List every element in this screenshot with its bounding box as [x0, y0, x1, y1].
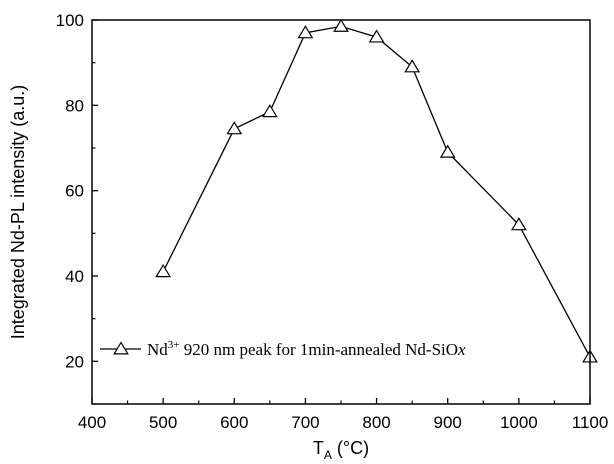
data-point-marker [510, 217, 527, 231]
plot-frame [91, 19, 591, 405]
legend-label: Nd3+ 920 nm peak for 1min-annealed Nd-Si… [147, 339, 466, 359]
data-point-marker [333, 18, 349, 32]
legend-label-superscript: 3+ [168, 339, 180, 351]
x-tick-label: 700 [291, 413, 319, 432]
data-point-marker [404, 59, 421, 73]
x-axis-label: TA (°C) [313, 438, 369, 462]
y-tick-label: 60 [65, 182, 84, 201]
x-tick-label: 900 [434, 413, 462, 432]
legend-marker [113, 341, 129, 355]
data-point-marker [226, 121, 243, 135]
x-tick-label: 600 [220, 413, 248, 432]
legend-label-prefix: Nd [147, 340, 168, 359]
x-tick-label: 1000 [500, 413, 538, 432]
series-line [162, 25, 591, 358]
data-point-marker [368, 29, 385, 43]
legend-label-suffix: x [457, 340, 466, 359]
y-axis-label: Integrated Nd-PL intensity (a.u.) [8, 85, 28, 339]
data-point-marker [439, 144, 456, 158]
y-tick-label: 80 [65, 96, 84, 115]
x-tick-label: 400 [78, 413, 106, 432]
x-axis-label-subscript: A [324, 448, 332, 462]
y-tick-label: 20 [65, 352, 84, 371]
x-axis-label-main: T [313, 438, 324, 458]
tick-labels: 400 500 600 700 800 900 1000 1100 20 40 60 80 100 [56, 11, 609, 432]
legend: Nd3+ 920 nm peak for 1min-annealed Nd-Si… [100, 339, 466, 359]
x-tick-label: 1100 [572, 413, 609, 432]
data-point-marker [297, 25, 314, 39]
legend-label-middle: 920 nm peak for 1min-annealed Nd-SiO [180, 340, 459, 359]
x-axis-label-unit: (°C) [332, 438, 369, 458]
x-tick-label: 800 [362, 413, 390, 432]
x-tick-label: 500 [149, 413, 177, 432]
data-point-marker [155, 264, 172, 278]
y-tick-label: 40 [65, 267, 84, 286]
series-markers [155, 18, 598, 363]
data-point-marker [261, 104, 278, 118]
y-tick-label: 100 [56, 11, 84, 30]
